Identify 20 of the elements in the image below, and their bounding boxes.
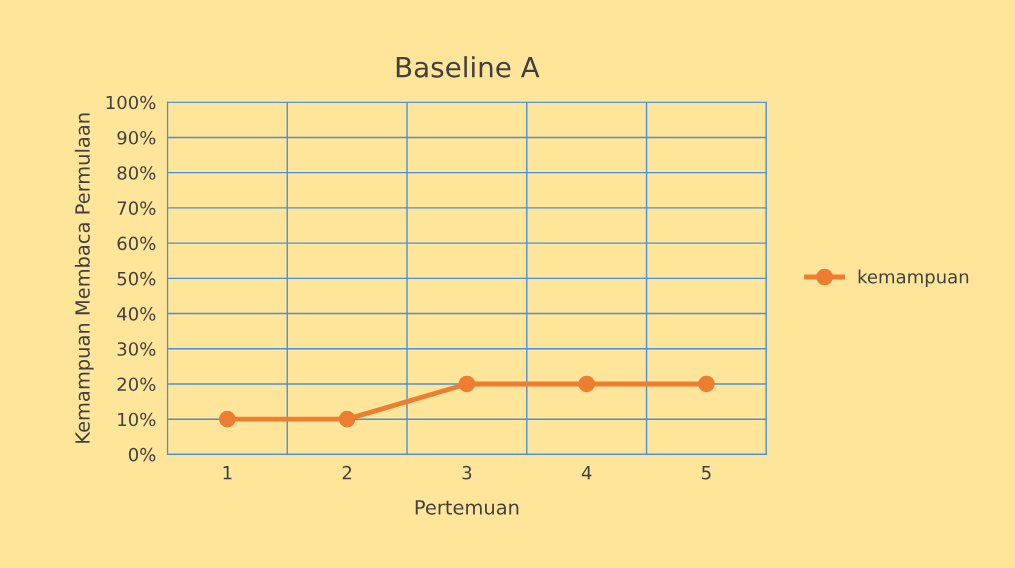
y-tick-label: 10% [118, 412, 156, 427]
y-tick-label: 40% [117, 307, 156, 321]
y-tick-label: 50% [117, 271, 156, 286]
y-tick-label: 80% [117, 166, 156, 180]
y-tick-label: 100% [106, 95, 156, 110]
x-axis-title: Pertemuan [415, 500, 519, 515]
y-tick-label: 20% [117, 377, 156, 392]
y-tick-label: 70% [117, 201, 156, 215]
y-tick-label: 0% [128, 447, 156, 462]
x-tick-label: 5 [702, 466, 711, 480]
chart-title: Baseline A [396, 56, 540, 78]
y-axis-title: Kemampuan Membaca Permulaan [74, 113, 94, 443]
x-tick-label: 3 [462, 465, 472, 480]
y-tick-label: 30% [117, 342, 156, 356]
y-tick-label: 60% [117, 236, 156, 251]
y-tick-label: 90% [117, 130, 156, 145]
x-tick-label: 1 [223, 466, 232, 480]
x-tick-label: 2 [342, 465, 352, 480]
x-tick-label: 4 [581, 466, 592, 480]
legend-label: kemampuan [858, 269, 969, 288]
